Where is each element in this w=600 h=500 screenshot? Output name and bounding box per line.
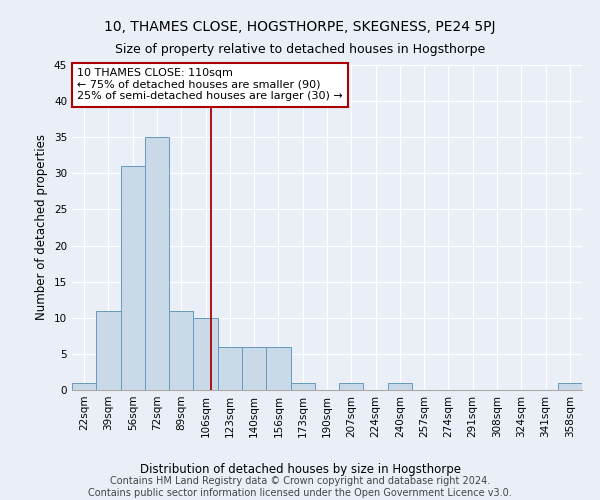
Bar bbox=[193, 318, 218, 390]
Bar bbox=[145, 137, 169, 390]
Bar bbox=[558, 383, 582, 390]
Bar bbox=[339, 383, 364, 390]
Text: Size of property relative to detached houses in Hogsthorpe: Size of property relative to detached ho… bbox=[115, 42, 485, 56]
Bar bbox=[218, 346, 242, 390]
Bar bbox=[242, 346, 266, 390]
Bar bbox=[169, 310, 193, 390]
Y-axis label: Number of detached properties: Number of detached properties bbox=[35, 134, 49, 320]
Bar bbox=[121, 166, 145, 390]
Bar bbox=[96, 310, 121, 390]
Text: 10 THAMES CLOSE: 110sqm
← 75% of detached houses are smaller (90)
25% of semi-de: 10 THAMES CLOSE: 110sqm ← 75% of detache… bbox=[77, 68, 343, 102]
Bar bbox=[266, 346, 290, 390]
Text: Contains HM Land Registry data © Crown copyright and database right 2024.
Contai: Contains HM Land Registry data © Crown c… bbox=[88, 476, 512, 498]
Text: Distribution of detached houses by size in Hogsthorpe: Distribution of detached houses by size … bbox=[139, 462, 461, 475]
Bar bbox=[72, 383, 96, 390]
Text: 10, THAMES CLOSE, HOGSTHORPE, SKEGNESS, PE24 5PJ: 10, THAMES CLOSE, HOGSTHORPE, SKEGNESS, … bbox=[104, 20, 496, 34]
Bar bbox=[388, 383, 412, 390]
Bar bbox=[290, 383, 315, 390]
